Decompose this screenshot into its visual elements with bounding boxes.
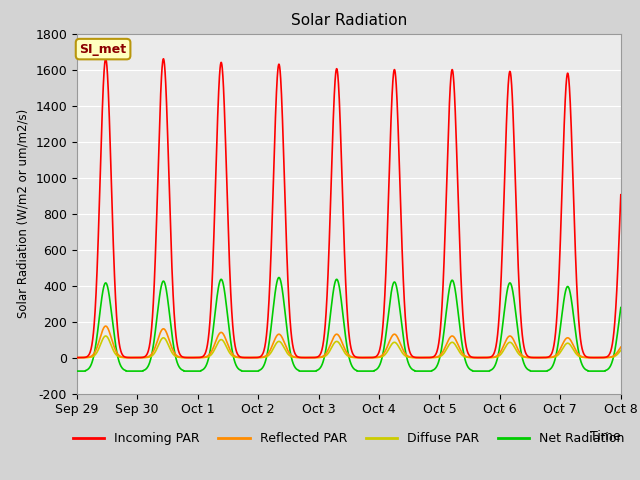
Title: Solar Radiation: Solar Radiation <box>291 13 407 28</box>
Text: SI_met: SI_met <box>79 43 127 56</box>
Text: Time: Time <box>590 430 621 443</box>
Y-axis label: Solar Radiation (W/m2 or um/m2/s): Solar Radiation (W/m2 or um/m2/s) <box>17 109 29 318</box>
Legend: Incoming PAR, Reflected PAR, Diffuse PAR, Net Radiation: Incoming PAR, Reflected PAR, Diffuse PAR… <box>68 427 630 450</box>
